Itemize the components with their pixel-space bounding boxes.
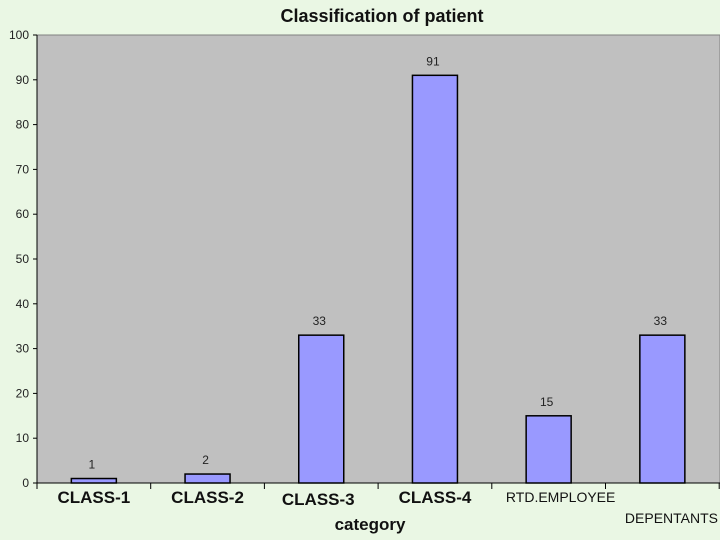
bar-class-3 — [298, 334, 345, 484]
x-tick-labels: CLASS-1 CLASS-2 CLASS-3 CLASS-4 RTD.EMPLOYEE… — [57, 488, 718, 526]
data-label: 2 — [202, 453, 209, 467]
y-tick-label: 100 — [9, 28, 29, 42]
bar-class-4 — [411, 74, 459, 484]
bar-class-1 — [70, 477, 118, 484]
data-label: 33 — [313, 314, 327, 328]
bars-group: 1 2 33 91 15 33 — [70, 54, 686, 484]
bar-depentants — [639, 334, 686, 484]
plot-area — [36, 34, 720, 484]
x-axis — [36, 482, 720, 489]
data-label: 1 — [89, 458, 96, 472]
y-tick-label: 20 — [16, 386, 30, 400]
y-tick-label: 40 — [16, 297, 30, 311]
y-tick-label: 10 — [16, 431, 30, 445]
y-tick-label: 50 — [16, 252, 30, 266]
x-tick-label: CLASS-2 — [171, 488, 244, 507]
y-tick-label: 30 — [16, 342, 30, 356]
chart-title: Classification of patient — [280, 6, 484, 26]
x-tick-label: RTD.EMPLOYEE — [506, 489, 615, 505]
y-tick-label: 60 — [16, 207, 30, 221]
y-tick-label: 70 — [16, 162, 30, 176]
data-label: 15 — [540, 395, 554, 409]
x-tick-label: CLASS-1 — [57, 488, 130, 507]
data-label: 33 — [654, 314, 668, 328]
bar-rtd-employee — [525, 415, 572, 484]
data-label: 91 — [426, 54, 440, 68]
x-tick-label: CLASS-3 — [282, 490, 355, 509]
y-tick-label: 0 — [22, 476, 29, 490]
bar-class-2 — [184, 473, 231, 484]
x-axis-title: category — [335, 515, 406, 534]
x-tick-label: CLASS-4 — [399, 488, 472, 507]
y-axis: 0 10 20 30 40 50 60 70 80 90 100 — [9, 28, 38, 490]
y-tick-label: 80 — [16, 118, 30, 132]
x-tick-label: DEPENTANTS — [625, 510, 718, 526]
y-tick-label: 90 — [16, 73, 30, 87]
